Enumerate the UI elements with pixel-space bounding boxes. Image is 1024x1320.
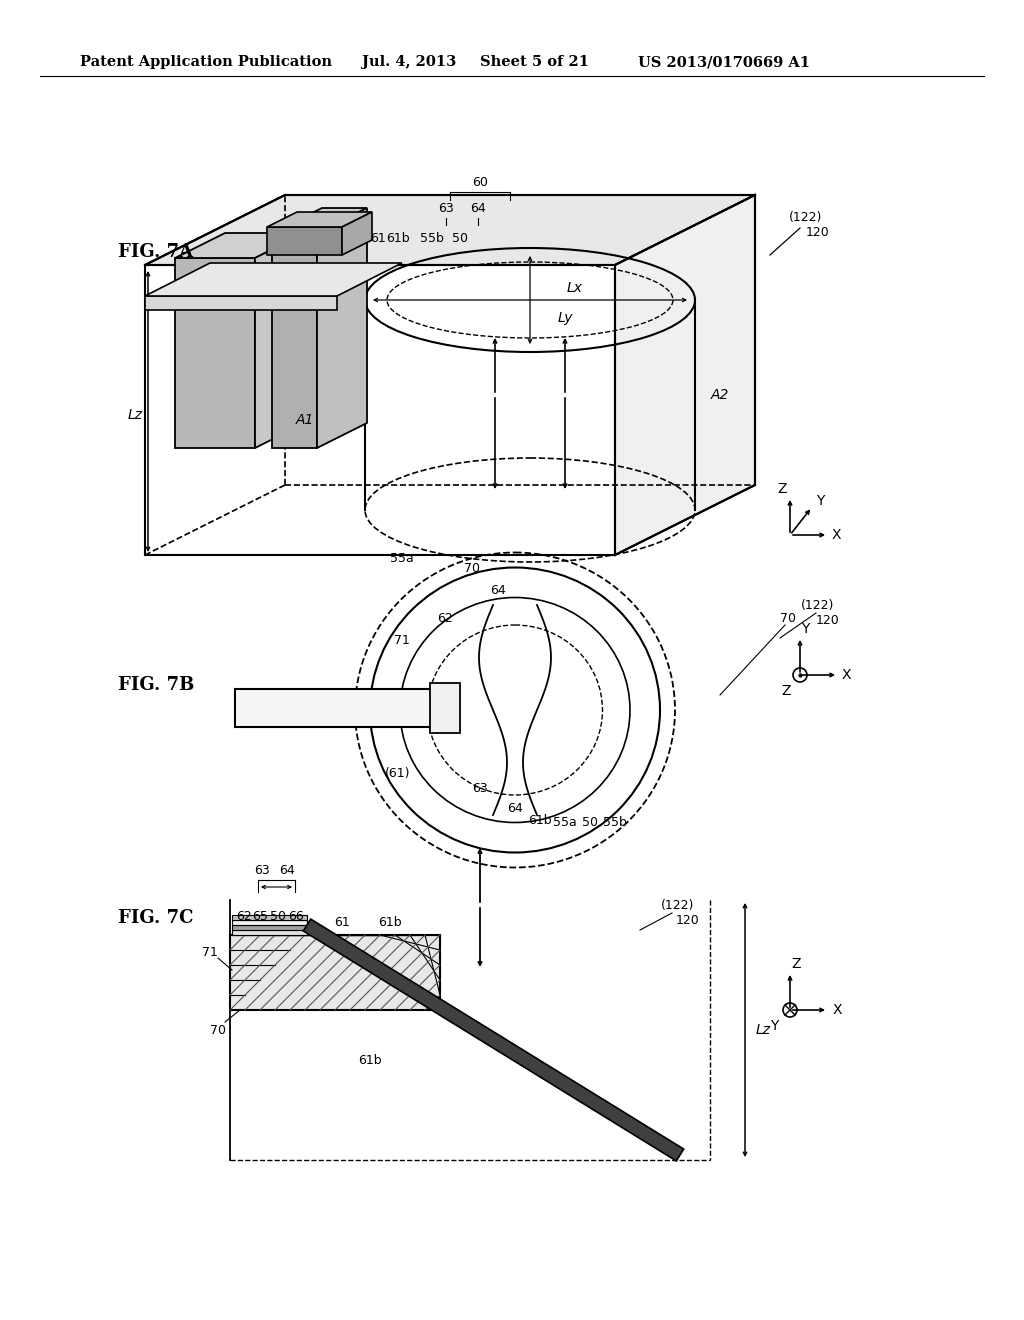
Polygon shape	[267, 213, 372, 227]
Text: FIG. 7C: FIG. 7C	[118, 909, 194, 927]
Text: 71: 71	[202, 945, 218, 958]
Text: 120: 120	[676, 913, 699, 927]
Polygon shape	[317, 209, 367, 447]
Text: 62: 62	[237, 909, 252, 923]
Polygon shape	[272, 209, 367, 234]
Text: X: X	[831, 528, 841, 543]
Polygon shape	[303, 919, 684, 1162]
Text: 61: 61	[370, 231, 386, 244]
Text: 63: 63	[254, 863, 270, 876]
Polygon shape	[267, 227, 342, 255]
Text: 120: 120	[816, 614, 840, 627]
Text: 61b: 61b	[378, 916, 401, 928]
Text: 60: 60	[472, 177, 488, 190]
Polygon shape	[145, 263, 402, 296]
Text: Lx: Lx	[567, 281, 583, 294]
Text: A2: A2	[711, 388, 729, 403]
Text: Y: Y	[770, 1019, 778, 1034]
Polygon shape	[232, 931, 307, 935]
Polygon shape	[232, 915, 307, 920]
Text: 120: 120	[806, 226, 829, 239]
Text: 64: 64	[280, 863, 295, 876]
Polygon shape	[342, 213, 372, 255]
Text: 70: 70	[780, 611, 796, 624]
Polygon shape	[272, 234, 317, 447]
Polygon shape	[145, 195, 755, 265]
Text: Jul. 4, 2013: Jul. 4, 2013	[362, 55, 457, 69]
Text: 50: 50	[452, 231, 468, 244]
Polygon shape	[232, 925, 307, 931]
Text: 61c: 61c	[327, 231, 349, 244]
Polygon shape	[234, 689, 435, 727]
Text: 62c: 62c	[273, 231, 296, 244]
Text: 71: 71	[304, 231, 319, 244]
Polygon shape	[255, 234, 305, 447]
Text: Patent Application Publication: Patent Application Publication	[80, 55, 332, 69]
Text: 70: 70	[210, 1023, 226, 1036]
Text: 50: 50	[270, 909, 286, 923]
Text: 66: 66	[288, 909, 304, 923]
Text: Z: Z	[781, 684, 791, 698]
Text: X: X	[833, 1003, 842, 1016]
Text: 61b: 61b	[528, 813, 552, 826]
Polygon shape	[615, 195, 755, 554]
Text: 55a: 55a	[390, 552, 414, 565]
Text: 64: 64	[470, 202, 485, 215]
Text: 63: 63	[472, 781, 487, 795]
Text: 61: 61	[334, 916, 350, 928]
Polygon shape	[230, 935, 440, 1010]
Text: Ly: Ly	[557, 312, 572, 325]
Text: 55a: 55a	[553, 816, 577, 829]
Text: Lz: Lz	[128, 408, 142, 422]
Text: 50: 50	[582, 816, 598, 829]
Text: 61b: 61b	[386, 231, 410, 244]
Text: Z: Z	[792, 957, 801, 972]
Polygon shape	[145, 296, 337, 310]
Polygon shape	[430, 682, 460, 733]
Text: 55b: 55b	[603, 816, 627, 829]
Text: A1: A1	[296, 413, 314, 426]
Text: (122): (122)	[662, 899, 694, 912]
Text: FIG. 7B: FIG. 7B	[118, 676, 195, 694]
Text: 62: 62	[349, 231, 365, 244]
Polygon shape	[175, 234, 305, 257]
Text: X: X	[842, 668, 851, 682]
Text: Y: Y	[801, 622, 809, 636]
Text: 65: 65	[252, 909, 268, 923]
Text: (122): (122)	[790, 211, 822, 224]
Text: 61b: 61b	[358, 1053, 382, 1067]
Polygon shape	[175, 257, 255, 447]
Text: (122): (122)	[802, 598, 835, 611]
Text: 71: 71	[394, 634, 410, 647]
Text: US 2013/0170669 A1: US 2013/0170669 A1	[638, 55, 810, 69]
Text: 64: 64	[507, 801, 523, 814]
Text: Y: Y	[816, 494, 824, 508]
Text: (61): (61)	[385, 767, 411, 780]
Text: 55b: 55b	[420, 231, 444, 244]
Text: 70: 70	[464, 561, 480, 574]
Text: Lz: Lz	[756, 1023, 770, 1038]
Text: Z: Z	[777, 482, 786, 496]
Text: 62: 62	[437, 611, 453, 624]
Text: FIG. 7A: FIG. 7A	[118, 243, 194, 261]
Text: Sheet 5 of 21: Sheet 5 of 21	[480, 55, 589, 69]
Polygon shape	[232, 920, 307, 925]
Text: 63: 63	[438, 202, 454, 215]
Text: 64: 64	[490, 583, 506, 597]
